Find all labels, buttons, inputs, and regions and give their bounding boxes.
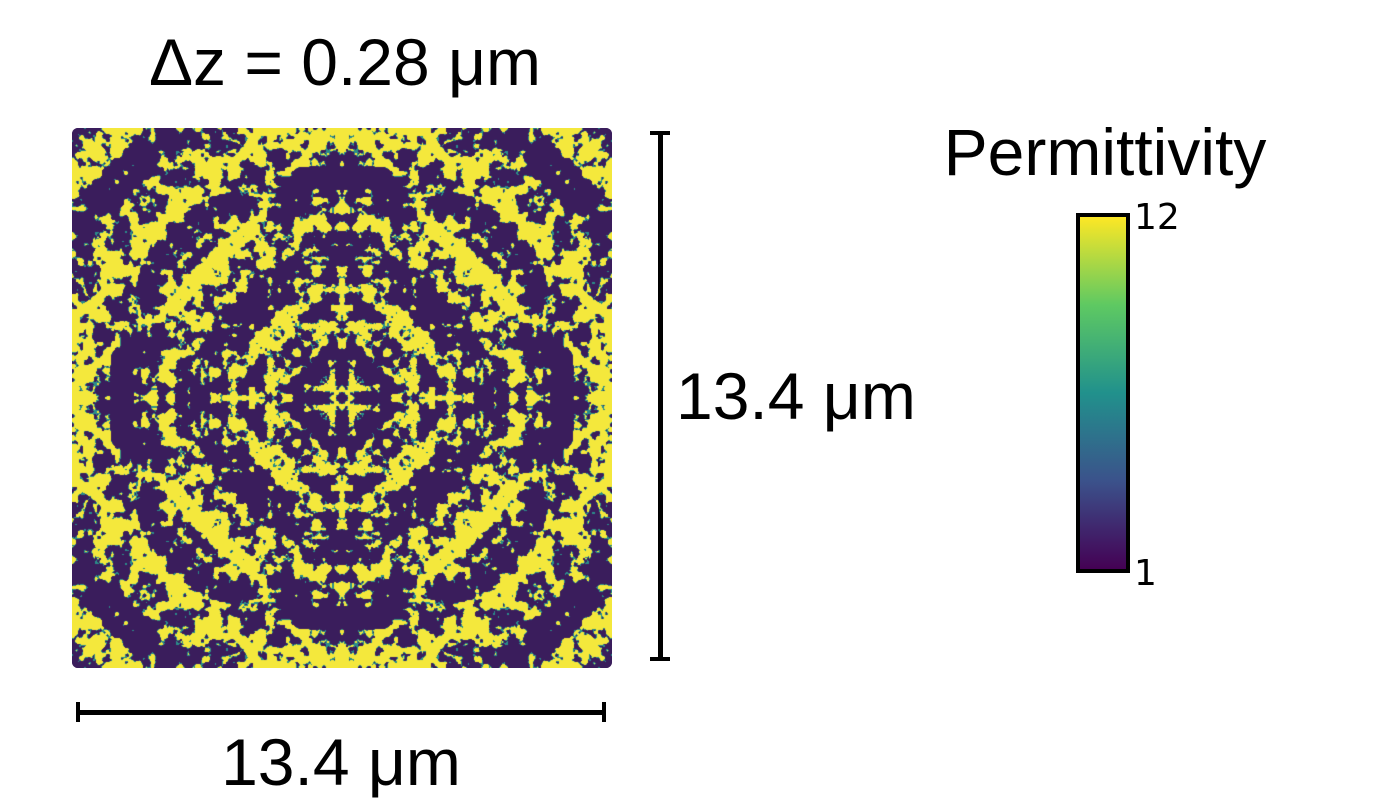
height-scale-label: 13.4 μm [676, 359, 916, 433]
permittivity-pattern [72, 128, 612, 668]
colorbar [1076, 213, 1130, 573]
colorbar-title: Permittivity [943, 115, 1267, 189]
colorbar-max-label: 12 [1134, 197, 1180, 238]
pattern-canvas [72, 128, 612, 668]
colorbar-min-label: 1 [1134, 553, 1157, 594]
width-scale-bar [76, 702, 606, 722]
height-scale-bar [650, 131, 670, 661]
figure-title: Δz = 0.28 μm [148, 25, 542, 99]
width-scale-label: 13.4 μm [221, 725, 461, 799]
